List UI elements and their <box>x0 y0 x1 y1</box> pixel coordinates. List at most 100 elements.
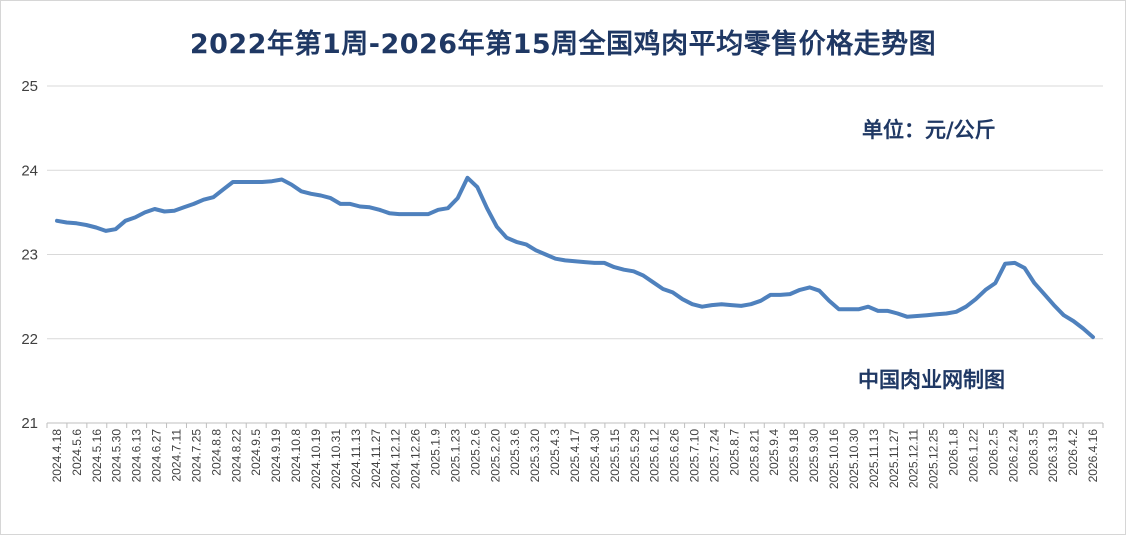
data-point <box>818 290 821 292</box>
data-point <box>124 220 126 222</box>
data-point <box>525 243 527 245</box>
y-tick-label: 25 <box>21 78 38 95</box>
data-point <box>760 300 762 302</box>
data-point <box>750 303 752 305</box>
data-point <box>916 315 918 317</box>
price-line-series-0 <box>55 175 1095 340</box>
data-point <box>730 304 733 306</box>
data-point <box>105 230 107 232</box>
data-point <box>1024 267 1026 269</box>
data-point <box>701 306 703 308</box>
x-tick-label: 2024.8.8 <box>209 429 223 476</box>
x-tick-label: 2025.1.23 <box>449 429 463 483</box>
data-point <box>398 213 400 215</box>
data-point <box>769 294 772 296</box>
x-tick-label: 2024.5.16 <box>90 429 104 483</box>
data-point <box>1004 263 1006 265</box>
x-tick-label: 2024.10.8 <box>289 429 303 483</box>
data-point <box>457 197 459 199</box>
data-point <box>955 311 957 313</box>
data-point <box>369 206 371 208</box>
data-point <box>574 260 576 262</box>
data-point <box>906 316 908 318</box>
data-point <box>945 312 948 315</box>
x-tick-label: 2025.5.29 <box>628 429 642 483</box>
data-point <box>183 206 185 208</box>
data-point <box>320 194 322 197</box>
x-tick-label: 2026.2.24 <box>1006 429 1020 483</box>
x-tick-label: 2025.6.26 <box>668 429 682 483</box>
x-tick-label: 2026.1.22 <box>967 429 981 483</box>
data-point <box>222 189 224 191</box>
data-point <box>789 293 791 295</box>
chart-title: 2022年第1周-2026年第15周全国鸡肉平均零售价格走势图 <box>189 29 937 60</box>
x-tick-label: 2024.8.22 <box>229 429 243 483</box>
data-point <box>545 253 547 256</box>
data-point <box>809 286 811 288</box>
x-tick-label: 2024.10.19 <box>309 429 323 489</box>
x-tick-label: 2024.10.31 <box>329 429 343 489</box>
data-point <box>310 193 312 195</box>
x-tick-label: 2025.3.6 <box>508 429 522 476</box>
data-point <box>300 190 302 192</box>
x-tick-label: 2025.11.13 <box>867 429 881 488</box>
x-tick-label: 2024.12.12 <box>389 429 403 489</box>
x-tick-label: 2024.5.6 <box>70 429 84 476</box>
x-tick-label: 2025.10.30 <box>847 429 861 489</box>
data-point <box>936 313 938 315</box>
data-point <box>486 207 488 209</box>
x-tick-label: 2026.4.2 <box>1066 429 1080 476</box>
gridlines <box>47 85 1103 340</box>
x-tick-label: 2025.7.24 <box>708 429 722 483</box>
x-tick-label: 2024.7.25 <box>189 429 203 483</box>
data-point <box>154 208 156 210</box>
data-point <box>633 270 635 272</box>
data-point <box>1014 262 1016 264</box>
data-point <box>681 298 684 300</box>
data-point <box>857 308 860 310</box>
data-point <box>349 203 351 205</box>
data-point <box>251 181 253 183</box>
x-tick-label: 2025.4.17 <box>568 429 582 483</box>
data-point <box>584 261 586 263</box>
data-point <box>877 310 879 312</box>
data-point <box>828 300 830 302</box>
data-point <box>838 308 840 310</box>
x-tick-label: 2025.10.16 <box>827 429 841 489</box>
x-tick-label: 2025.11.27 <box>887 429 901 488</box>
data-point <box>662 288 664 290</box>
data-point <box>984 289 987 291</box>
data-point <box>1072 320 1075 322</box>
x-tick-label: 2025.7.10 <box>688 429 702 483</box>
x-tick-label: 2026.1.8 <box>947 429 961 476</box>
x-tick-label: 2025.9.4 <box>767 429 781 476</box>
data-point <box>564 259 566 261</box>
x-tick-label: 2025.8.7 <box>727 429 741 476</box>
data-point <box>466 177 469 179</box>
y-tick-label: 24 <box>21 162 38 179</box>
x-axis-ticks: 2024.4.18 2024.5.6 2024.5.16 2024.5.30 2024.… <box>46 423 1104 489</box>
data-point <box>232 181 234 183</box>
data-point <box>623 269 625 271</box>
data-point <box>515 241 518 243</box>
data-point <box>418 213 420 215</box>
data-point <box>740 305 742 307</box>
data-point <box>290 184 293 186</box>
data-point <box>506 237 508 239</box>
data-point <box>163 210 166 213</box>
data-point <box>1082 328 1084 330</box>
data-point <box>887 310 889 312</box>
data-point <box>554 258 557 260</box>
data-point <box>447 207 449 209</box>
data-point <box>1092 336 1094 338</box>
data-point <box>965 306 967 308</box>
x-tick-label: 2025.9.30 <box>807 429 821 483</box>
data-point <box>261 181 263 183</box>
x-tick-label: 2026.2.5 <box>986 429 1000 476</box>
data-point <box>691 303 693 305</box>
x-tick-label: 2024.6.27 <box>150 429 164 483</box>
data-point <box>476 186 478 188</box>
data-point <box>330 197 332 199</box>
x-tick-label: 2025.1.9 <box>429 429 443 476</box>
x-tick-label: 2024.12.26 <box>409 429 423 489</box>
